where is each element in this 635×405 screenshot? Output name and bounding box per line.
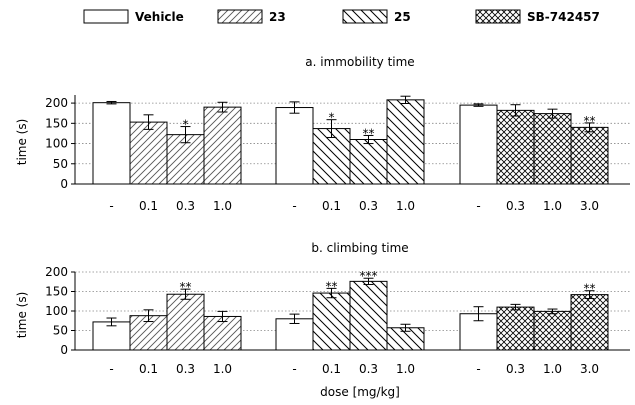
legend-item: Vehicle [83,9,184,24]
x-tick-label: 3.0 [580,362,599,376]
y-tick-label: 200 [45,96,68,110]
bar [275,107,314,185]
significance-label: ** [326,279,338,293]
x-tick-label: 0.3 [506,362,525,376]
significance-label: * [329,111,335,125]
legend-swatch [342,9,388,24]
x-tick-label: 1.0 [396,199,415,213]
bar [92,102,131,185]
panel-b-title: b. climbing time [311,241,408,255]
legend-label: SB-742457 [527,10,600,24]
x-tick-label: - [476,362,480,376]
significance-label: ** [584,114,596,128]
x-tick-label: 0.1 [322,199,341,213]
bar [349,139,388,185]
legend-swatch [475,9,521,24]
legend-item: SB-742457 [475,9,600,24]
legend-label: 23 [269,10,286,24]
legend-item: 25 [342,9,411,24]
panels: 0 50 100 150 200 - 0.1 * 0.3 1.0 - * 0.1 ** 0.3 1.0 - 0.3… [45,95,630,376]
x-tick-label: 1.0 [213,199,232,213]
x-tick-label: - [292,362,296,376]
x-tick-label: 0.3 [359,362,378,376]
bar [459,104,498,185]
significance-label: * [183,118,189,132]
panel-a-y-axis-label: time (s) [15,119,29,166]
panel-a: 0 50 100 150 200 - 0.1 * 0.3 1.0 - * 0.1 ** 0.3 1.0 - 0.3… [45,95,630,213]
bar [349,280,388,351]
legend-label: 25 [394,10,411,24]
x-tick-label: - [109,199,113,213]
bar-group: - 0.1 * 0.3 1.0 [92,100,242,213]
bar [312,292,351,351]
x-tick-label: 1.0 [543,362,562,376]
bar [533,113,572,185]
bar [203,106,242,185]
x-tick-label: 1.0 [543,199,562,213]
significance-label: ** [180,280,192,294]
bar [496,306,535,351]
bar [166,293,205,351]
significance-label: *** [360,269,378,283]
significance-label: ** [584,282,596,296]
bar [570,294,609,351]
bar [570,126,609,185]
bar [496,109,535,185]
y-tick-label: 100 [45,137,68,151]
panel-b-y-axis-label: time (s) [15,292,29,339]
legend: Vehicle 23 25 SB-742457 [83,9,600,24]
x-tick-label: 3.0 [580,199,599,213]
bar [533,310,572,351]
bar-group: - 0.3 1.0 ** 3.0 [459,103,609,213]
y-tick-label: 100 [45,304,68,318]
x-tick-label: 0.3 [176,199,195,213]
x-tick-label: 0.3 [359,199,378,213]
bar [386,99,425,185]
legend-item: 23 [217,9,286,24]
bar-group: - * 0.1 ** 0.3 1.0 [275,95,425,213]
y-tick-label: 200 [45,265,68,279]
x-tick-label: - [476,199,480,213]
bar-group: - 0.3 1.0 ** 3.0 [459,282,609,376]
x-tick-label: 0.3 [506,199,525,213]
bar [129,121,168,185]
x-tick-label: 1.0 [213,362,232,376]
x-tick-label: - [109,362,113,376]
x-tick-label: 0.3 [176,362,195,376]
y-tick-label: 0 [60,343,68,357]
panel-a-title: a. immobility time [305,55,414,69]
x-axis-label: dose [mg/kg] [320,385,400,399]
y-tick-label: 150 [45,116,68,130]
y-tick-label: 0 [60,177,68,191]
bar-group: - 0.1 ** 0.3 1.0 [92,280,242,376]
legend-swatch [217,9,263,24]
y-tick-label: 50 [53,324,68,338]
x-tick-label: 1.0 [396,362,415,376]
x-tick-label: 0.1 [322,362,341,376]
x-tick-label: 0.1 [139,199,158,213]
legend-label: Vehicle [135,10,184,24]
bar-group: - ** 0.1 *** 0.3 1.0 [275,269,425,376]
legend-swatch [83,9,129,24]
x-tick-label: - [292,199,296,213]
y-tick-label: 50 [53,157,68,171]
significance-label: ** [363,126,375,140]
bar [203,315,242,351]
y-tick-label: 150 [45,285,68,299]
x-tick-label: 0.1 [139,362,158,376]
